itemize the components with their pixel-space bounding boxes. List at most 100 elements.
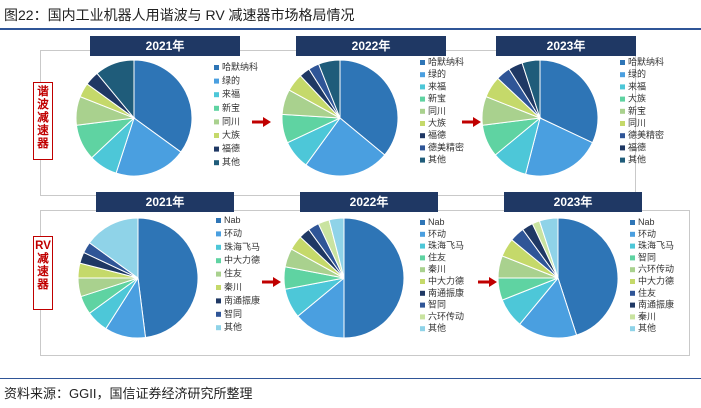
legend-label: 秦川 bbox=[224, 281, 242, 292]
legend-label: 福德 bbox=[628, 141, 646, 152]
legend-label: 南通振康 bbox=[638, 299, 674, 310]
legend-label: 中大力德 bbox=[428, 275, 464, 286]
pie-slice-环动 bbox=[519, 276, 578, 339]
legend-swatch bbox=[630, 267, 635, 273]
legend-swatch bbox=[216, 218, 221, 223]
legend-label: 福德 bbox=[428, 129, 446, 140]
legend-label: 南通振康 bbox=[224, 294, 260, 305]
legend-label: 六环传动 bbox=[428, 310, 464, 321]
legend-label: 来福 bbox=[628, 80, 646, 91]
harmonic-year-tab-2022: 2022年 bbox=[296, 36, 446, 56]
legend-label: 智同 bbox=[224, 308, 242, 319]
legend-swatch bbox=[420, 145, 425, 151]
legend-label: 珠海飞马 bbox=[638, 240, 674, 251]
legend-label: 来福 bbox=[222, 88, 240, 99]
legend-swatch bbox=[420, 231, 425, 237]
rv-year-tab-2022: 2022年 bbox=[300, 192, 438, 212]
legend-swatch bbox=[630, 231, 635, 237]
source-note: 资料来源：GGII，国信证券经济研究所整理 bbox=[4, 386, 253, 401]
legend-swatch bbox=[620, 72, 625, 78]
source-divider bbox=[0, 378, 701, 379]
legend-label: Nab bbox=[428, 217, 445, 227]
legend-label: 哈默纳科 bbox=[428, 56, 464, 67]
legend-swatch bbox=[420, 267, 425, 273]
legend-swatch bbox=[214, 119, 219, 125]
legend-swatch bbox=[630, 290, 635, 296]
legend-label: 来福 bbox=[428, 80, 446, 91]
legend-label: 珠海飞马 bbox=[428, 240, 464, 251]
legend-label: 环动 bbox=[428, 229, 446, 239]
legend-swatch bbox=[620, 108, 625, 114]
legend-swatch bbox=[420, 314, 425, 320]
pie-slice-绿的 bbox=[305, 117, 386, 177]
legend-swatch bbox=[214, 133, 219, 138]
legend-label: 德美精密 bbox=[628, 129, 664, 140]
legend-label: 哈默纳科 bbox=[628, 56, 664, 67]
legend-swatch bbox=[630, 255, 635, 261]
legend-swatch bbox=[214, 146, 219, 152]
legend-label: 绿的 bbox=[222, 75, 240, 86]
legend-swatch bbox=[620, 157, 625, 163]
legend-swatch bbox=[620, 96, 625, 102]
legend-swatch bbox=[214, 65, 219, 70]
harmonic-year-tab-2023: 2023年 bbox=[496, 36, 636, 56]
legend-swatch bbox=[216, 325, 221, 331]
legend-label: 绿的 bbox=[428, 68, 446, 79]
legend-label: 新宝 bbox=[628, 105, 646, 116]
legend-label: 新宝 bbox=[222, 102, 240, 113]
title-divider bbox=[0, 28, 701, 30]
legend-swatch bbox=[620, 121, 625, 126]
pie-slice-环动 bbox=[297, 276, 345, 339]
legend-swatch bbox=[620, 60, 625, 65]
legend-label: Nab bbox=[638, 217, 655, 227]
pie-slice-哈默纳科 bbox=[339, 59, 399, 156]
rv-year-tab-2021: 2021年 bbox=[96, 192, 234, 212]
legend-label: 其他 bbox=[222, 156, 240, 167]
trend-arrow-icon bbox=[262, 277, 281, 287]
legend-swatch bbox=[420, 279, 425, 284]
legend-swatch bbox=[420, 108, 425, 114]
legend-swatch bbox=[630, 302, 635, 308]
legend-label: 南通振康 bbox=[428, 287, 464, 298]
legend-label: 同川 bbox=[222, 116, 240, 126]
pie-slice-其他 bbox=[318, 59, 341, 119]
legend-swatch bbox=[214, 160, 219, 166]
rv-section-label: RV减速器 bbox=[33, 236, 53, 310]
pie-slice-其他 bbox=[538, 217, 559, 279]
legend-label: 智同 bbox=[638, 251, 656, 262]
legend-label: 住友 bbox=[224, 268, 242, 279]
legend-swatch bbox=[214, 78, 219, 84]
legend-swatch bbox=[630, 326, 635, 332]
legend-swatch bbox=[620, 145, 625, 151]
legend-label: 中大力德 bbox=[638, 275, 674, 286]
harmonic-year-tab-2021: 2021年 bbox=[90, 36, 240, 56]
pie-slice-绿的 bbox=[524, 117, 594, 177]
legend-swatch bbox=[216, 244, 221, 250]
legend-label: 大族 bbox=[222, 129, 240, 140]
legend-label: Nab bbox=[224, 215, 241, 225]
legend-swatch bbox=[420, 243, 425, 249]
pie-slice-绿的 bbox=[115, 117, 182, 177]
legend-swatch bbox=[420, 96, 425, 102]
legend-swatch bbox=[216, 271, 221, 277]
legend-swatch bbox=[420, 326, 425, 332]
legend-swatch bbox=[420, 72, 425, 78]
trend-arrow-icon bbox=[252, 117, 271, 127]
legend-label: 福德 bbox=[222, 143, 240, 154]
pie-slice-其他 bbox=[96, 59, 135, 120]
legend-label: 德美精密 bbox=[428, 141, 464, 152]
legend-swatch bbox=[420, 255, 425, 261]
harmonic-section-label: 谐波减速器 bbox=[33, 82, 53, 160]
legend-label: 环动 bbox=[638, 229, 656, 239]
page-title: 图22：国内工业机器人用谐波与 RV 减速器市场格局情况 bbox=[4, 7, 355, 23]
legend-swatch bbox=[216, 231, 221, 237]
legend-label: 秦川 bbox=[428, 263, 446, 274]
legend-swatch bbox=[630, 279, 635, 284]
legend-swatch bbox=[420, 302, 425, 308]
legend-label: 同川 bbox=[628, 118, 646, 128]
pie-slice-哈默纳科 bbox=[539, 59, 599, 144]
trend-arrow-icon bbox=[462, 117, 481, 127]
